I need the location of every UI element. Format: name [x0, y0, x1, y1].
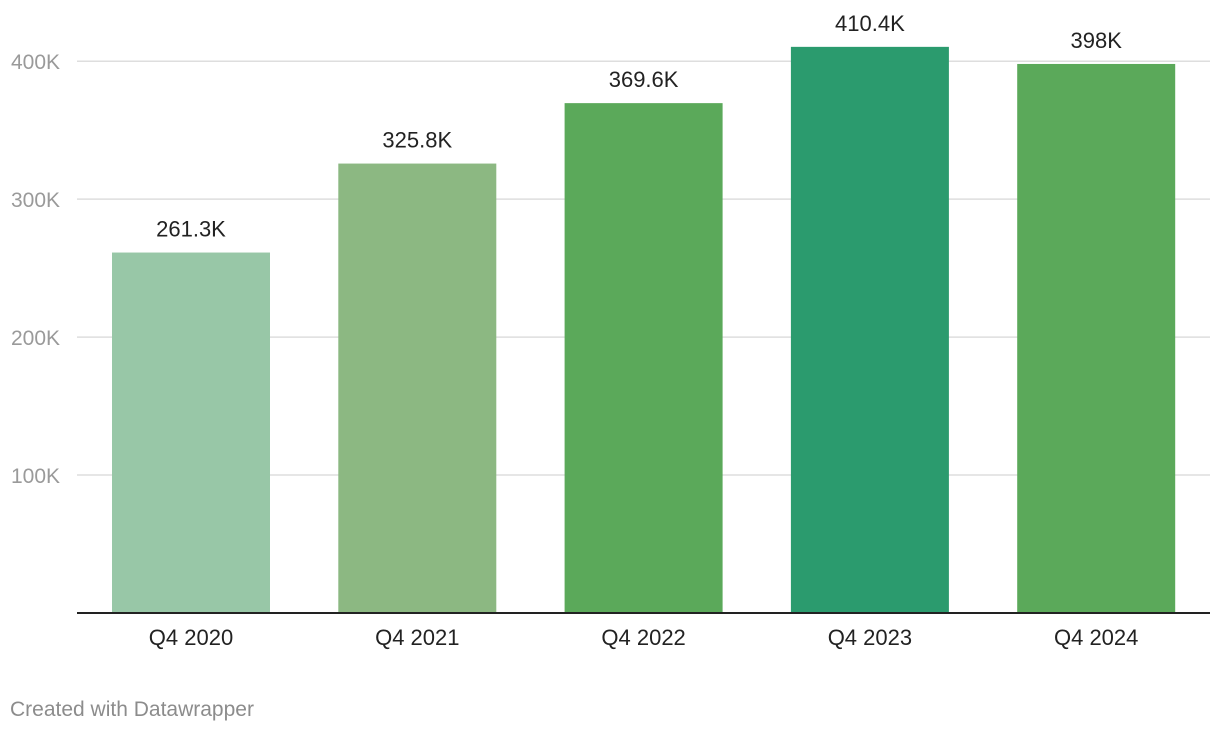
x-tick-label: Q4 2021 [375, 625, 459, 650]
value-label: 410.4K [835, 11, 905, 36]
x-tick-label: Q4 2024 [1054, 625, 1138, 650]
value-label: 398K [1071, 28, 1123, 53]
y-tick-label: 100K [11, 465, 60, 488]
y-tick-label: 200K [11, 327, 60, 350]
x-axis-ticks: Q4 2020 Q4 2021 Q4 2022 Q4 2023 Q4 2024 [149, 625, 1139, 650]
value-labels: 261.3K 325.8K 369.6K 410.4K 398K [156, 11, 1122, 242]
y-axis-ticks: 100K 200K 300K 400K [11, 51, 60, 488]
y-tick-label: 300K [11, 189, 60, 212]
bar [564, 103, 723, 613]
footer-credit: Created with Datawrapper [10, 698, 254, 721]
x-tick-label: Q4 2022 [601, 625, 685, 650]
value-label: 369.6K [609, 67, 679, 92]
x-tick-label: Q4 2020 [149, 625, 233, 650]
bar-chart: 100K 200K 300K 400K 261.3K 325.8K 369.6K 410.4… [11, 11, 1210, 650]
bar [112, 252, 270, 613]
y-tick-label: 400K [11, 51, 60, 74]
bar [790, 46, 949, 613]
value-label: 325.8K [382, 128, 452, 153]
x-tick-label: Q4 2023 [828, 625, 912, 650]
value-label: 261.3K [156, 217, 226, 242]
bar [338, 163, 497, 613]
bars [112, 46, 1176, 614]
bar [1017, 63, 1176, 614]
